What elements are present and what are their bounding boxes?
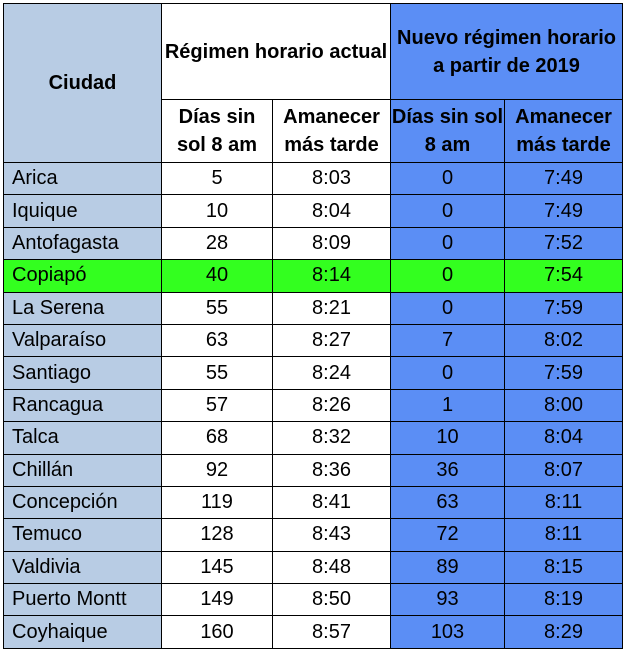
cell-dias-actual: 10 (161, 194, 273, 228)
cell-amanecer-nuevo: 7:59 (504, 291, 623, 325)
cell-dias-nuevo: 0 (390, 291, 505, 325)
table-row: Talca 68 8:32 10 8:04 (3, 421, 623, 455)
cell-dias-nuevo: 0 (390, 161, 505, 196)
cell-amanecer-actual: 8:36 (272, 453, 391, 487)
table-row: Antofagasta 28 8:09 0 7:52 (3, 226, 623, 261)
table-row: La Serena 55 8:21 0 7:59 (3, 291, 623, 325)
cell-ciudad: Coyhaique (3, 615, 162, 649)
header-dias-nuevo: Días sin sol 8 am (390, 99, 505, 163)
cell-amanecer-actual: 8:24 (272, 356, 391, 390)
cell-ciudad: Temuco (3, 518, 162, 552)
table-row: Puerto Montt 149 8:50 93 8:19 (3, 583, 623, 617)
cell-dias-actual: 145 (161, 550, 273, 585)
cell-amanecer-actual: 8:26 (272, 388, 391, 423)
header-regimen-actual: Régimen horario actual (161, 3, 391, 100)
cell-amanecer-nuevo: 7:52 (504, 226, 623, 261)
cell-amanecer-actual: 8:41 (272, 485, 391, 520)
cell-dias-nuevo: 103 (390, 615, 505, 649)
cell-dias-actual: 128 (161, 518, 273, 552)
cell-dias-actual: 28 (161, 226, 273, 261)
sunrise-table: Ciudad Régimen horario actual Nuevo régi… (3, 3, 623, 649)
cell-amanecer-actual: 8:50 (272, 583, 391, 617)
cell-amanecer-actual: 8:57 (272, 615, 391, 649)
cell-dias-nuevo: 0 (390, 356, 505, 390)
cell-amanecer-nuevo: 8:04 (504, 421, 623, 455)
cell-amanecer-actual: 8:27 (272, 323, 391, 358)
cell-dias-nuevo: 93 (390, 583, 505, 617)
header-ciudad: Ciudad (3, 3, 162, 163)
cell-dias-nuevo: 0 (390, 226, 505, 261)
cell-amanecer-actual: 8:48 (272, 550, 391, 585)
cell-dias-nuevo: 72 (390, 518, 505, 552)
cell-amanecer-nuevo: 7:49 (504, 161, 623, 196)
cell-dias-nuevo: 10 (390, 421, 505, 455)
cell-dias-nuevo: 1 (390, 388, 505, 423)
cell-ciudad: Concepción (3, 485, 162, 520)
cell-ciudad: Valdivia (3, 550, 162, 585)
cell-ciudad: Rancagua (3, 388, 162, 423)
cell-dias-actual: 40 (161, 259, 273, 293)
cell-amanecer-actual: 8:43 (272, 518, 391, 552)
cell-amanecer-actual: 8:04 (272, 194, 391, 228)
cell-dias-nuevo: 36 (390, 453, 505, 487)
cell-amanecer-nuevo: 8:11 (504, 485, 623, 520)
header-amanecer-nuevo: Amanecer más tarde (504, 99, 623, 163)
cell-amanecer-nuevo: 7:49 (504, 194, 623, 228)
cell-dias-actual: 57 (161, 388, 273, 423)
table-row: Rancagua 57 8:26 1 8:00 (3, 388, 623, 423)
cell-ciudad: Copiapó (3, 259, 162, 293)
cell-amanecer-actual: 8:14 (272, 259, 391, 293)
cell-ciudad: Santiago (3, 356, 162, 390)
cell-ciudad: Chillán (3, 453, 162, 487)
cell-ciudad: Arica (3, 161, 162, 196)
table-row: Santiago 55 8:24 0 7:59 (3, 356, 623, 390)
table-row: Coyhaique 160 8:57 103 8:29 (3, 615, 623, 649)
table-body: Arica 5 8:03 0 7:49 Iquique 10 8:04 0 7:49 Antofag… (3, 161, 623, 649)
cell-amanecer-nuevo: 8:07 (504, 453, 623, 487)
cell-amanecer-nuevo: 7:59 (504, 356, 623, 390)
table-row: Temuco 128 8:43 72 8:11 (3, 518, 623, 552)
cell-dias-nuevo: 0 (390, 194, 505, 228)
cell-dias-nuevo: 7 (390, 323, 505, 358)
cell-ciudad: Iquique (3, 194, 162, 228)
cell-dias-nuevo: 0 (390, 259, 505, 293)
header-nuevo-regimen: Nuevo régimen horario a partir de 2019 (390, 3, 623, 100)
table-row: Valparaíso 63 8:27 7 8:02 (3, 323, 623, 358)
cell-amanecer-nuevo: 8:11 (504, 518, 623, 552)
cell-dias-actual: 5 (161, 161, 273, 196)
header-dias-actual: Días sin sol 8 am (161, 99, 273, 163)
cell-amanecer-actual: 8:09 (272, 226, 391, 261)
table-row: Concepción 119 8:41 63 8:11 (3, 485, 623, 520)
cell-amanecer-actual: 8:21 (272, 291, 391, 325)
cell-amanecer-nuevo: 8:15 (504, 550, 623, 585)
cell-amanecer-actual: 8:32 (272, 421, 391, 455)
cell-dias-actual: 55 (161, 291, 273, 325)
cell-amanecer-nuevo: 8:19 (504, 583, 623, 617)
cell-dias-actual: 55 (161, 356, 273, 390)
cell-dias-nuevo: 89 (390, 550, 505, 585)
cell-amanecer-nuevo: 8:00 (504, 388, 623, 423)
cell-dias-actual: 160 (161, 615, 273, 649)
header-amanecer-actual: Amanecer más tarde (272, 99, 391, 163)
cell-ciudad: Talca (3, 421, 162, 455)
cell-amanecer-nuevo: 8:02 (504, 323, 623, 358)
cell-amanecer-nuevo: 8:29 (504, 615, 623, 649)
cell-dias-actual: 63 (161, 323, 273, 358)
cell-dias-nuevo: 63 (390, 485, 505, 520)
table-row: Chillán 92 8:36 36 8:07 (3, 453, 623, 487)
cell-dias-actual: 119 (161, 485, 273, 520)
table-row: Copiapó 40 8:14 0 7:54 (3, 259, 623, 293)
table-row: Arica 5 8:03 0 7:49 (3, 161, 623, 196)
cell-amanecer-nuevo: 7:54 (504, 259, 623, 293)
table-row: Valdivia 145 8:48 89 8:15 (3, 550, 623, 585)
cell-dias-actual: 68 (161, 421, 273, 455)
cell-amanecer-actual: 8:03 (272, 161, 391, 196)
table-row: Iquique 10 8:04 0 7:49 (3, 194, 623, 228)
cell-ciudad: Antofagasta (3, 226, 162, 261)
cell-ciudad: Valparaíso (3, 323, 162, 358)
cell-ciudad: Puerto Montt (3, 583, 162, 617)
cell-ciudad: La Serena (3, 291, 162, 325)
cell-dias-actual: 149 (161, 583, 273, 617)
cell-dias-actual: 92 (161, 453, 273, 487)
